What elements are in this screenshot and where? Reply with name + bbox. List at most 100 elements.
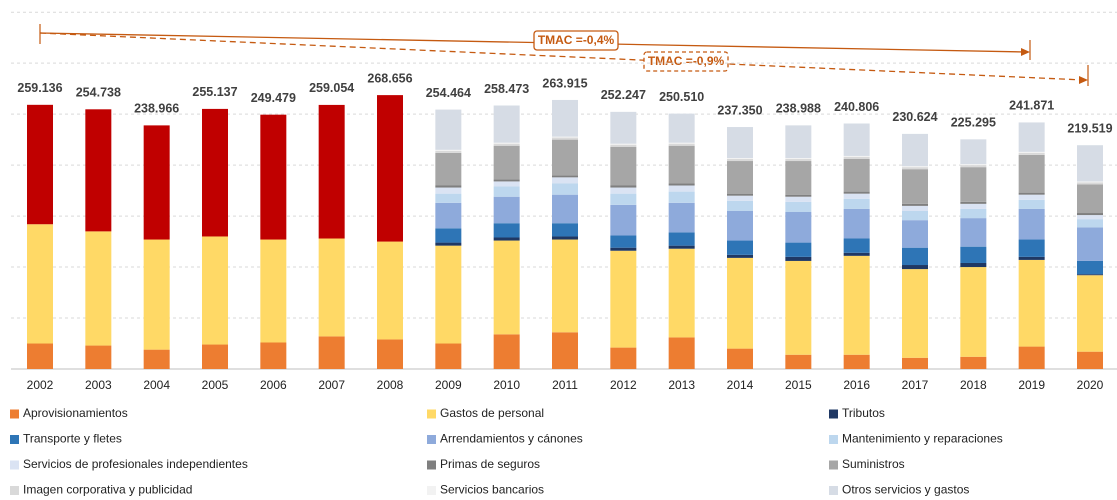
bar-segment: [493, 143, 520, 146]
legend-swatch: [427, 486, 436, 495]
bar-segment: [902, 265, 928, 270]
bar-segment: [902, 166, 928, 168]
bar-segment: [318, 336, 345, 369]
bar-segment: [552, 139, 578, 176]
bar-segment: [435, 185, 462, 188]
bar-segment: [552, 332, 578, 369]
bar-segment: [493, 179, 520, 182]
bar-segment: [1077, 260, 1103, 275]
bar-segment: [843, 208, 870, 239]
bar-segment: [1077, 145, 1103, 182]
bar-segment: [610, 204, 637, 236]
bar-segment: [1018, 256, 1045, 260]
bar-segment: [318, 104, 345, 239]
bar-segment: [27, 104, 53, 225]
bar-segment: [960, 201, 987, 204]
bar-segment: [143, 125, 170, 240]
bar-segment: [27, 343, 53, 369]
bar-segment: [785, 201, 812, 213]
bar-segment: [902, 247, 928, 266]
legend-label: Imagen corporativa y publicidad: [23, 483, 192, 497]
bar-segment: [727, 127, 753, 158]
bar-segment: [902, 205, 928, 211]
bar-segment: [960, 203, 987, 209]
bar-segment: [1018, 151, 1045, 153]
bar-segment: [727, 348, 753, 369]
bar-segment: [960, 167, 987, 202]
legend-label: Gastos de personal: [440, 406, 544, 420]
bar-segment: [843, 191, 870, 194]
total-label: 250.510: [659, 90, 704, 104]
arrow-head: [1079, 76, 1088, 84]
legend-label: Servicios de profesionales independiente…: [23, 457, 248, 471]
bar-segment: [493, 240, 520, 335]
bar-segment: [493, 237, 520, 241]
bar-segment: [435, 242, 462, 246]
total-label: 219.519: [1067, 122, 1112, 136]
total-label: 259.054: [309, 81, 354, 95]
bar-segment: [610, 185, 637, 188]
legend-label: Mantenimiento y reparaciones: [842, 432, 1003, 446]
legend-swatch: [427, 460, 436, 470]
bar-segment: [493, 334, 520, 369]
total-label: 258.473: [484, 82, 529, 96]
total-label: 240.806: [834, 100, 879, 114]
bar-segment: [843, 354, 870, 369]
bar-segment: [435, 150, 462, 153]
bar-segment: [902, 133, 928, 167]
bar-segment: [902, 220, 928, 248]
bar-segment: [960, 356, 987, 369]
total-label: 263.915: [542, 76, 587, 90]
legend-label: Primas de seguros: [440, 457, 540, 471]
x-tick-label: 2016: [843, 378, 870, 392]
bar-segment: [202, 236, 228, 345]
bar-segment: [610, 347, 637, 369]
bar-segment: [85, 109, 112, 232]
bar-segment: [668, 191, 695, 203]
bar-segment: [1077, 182, 1103, 185]
x-tick-label: 2013: [668, 378, 695, 392]
bar-segment: [552, 177, 578, 184]
bar-segment: [610, 235, 637, 248]
bar-segment: [960, 218, 987, 247]
bar-segment: [143, 239, 170, 350]
legend-label: Otros servicios y gastos: [842, 483, 969, 497]
bar-segment: [493, 223, 520, 238]
bar-segment: [610, 111, 637, 144]
x-tick-label: 2002: [27, 378, 54, 392]
total-label: 268.656: [367, 71, 412, 85]
bar-segment: [785, 161, 812, 195]
bar-segment: [843, 255, 870, 355]
bar-segment: [435, 187, 462, 194]
x-tick-label: 2003: [85, 378, 112, 392]
bar-segment: [902, 203, 928, 206]
bar-segment: [785, 157, 812, 159]
bar-segment: [1077, 274, 1103, 276]
legend-swatch: [829, 435, 838, 444]
total-label: 252.247: [601, 88, 646, 102]
bar-segment: [727, 200, 753, 211]
bar-segment: [552, 175, 578, 178]
bar-segment: [960, 246, 987, 263]
tmac-annotations: TMAC =-0,4% TMAC =-0,9%: [39, 24, 1089, 86]
bar-segment: [668, 245, 695, 249]
bar-segment: [552, 136, 578, 138]
bar-segment: [960, 208, 987, 219]
x-tick-label: 2011: [552, 378, 578, 392]
bar-segment: [1018, 152, 1045, 155]
legend-swatch: [427, 435, 436, 444]
total-label: 225.295: [951, 116, 996, 130]
bar-segment: [85, 231, 112, 346]
legend-label: Servicios bancarios: [440, 483, 544, 497]
bar-segment: [785, 354, 812, 369]
bar-segment: [1077, 181, 1103, 183]
bar-segment: [843, 156, 870, 159]
total-label: 230.624: [892, 110, 937, 124]
annotation-arrow: [39, 32, 1027, 53]
bar-segment: [552, 223, 578, 237]
bar-segment: [27, 224, 53, 344]
total-label: 259.136: [17, 81, 62, 95]
legend: Aprovisionamientos Gastos de personal Trib…: [10, 406, 1003, 497]
bar-segment: [902, 167, 928, 170]
